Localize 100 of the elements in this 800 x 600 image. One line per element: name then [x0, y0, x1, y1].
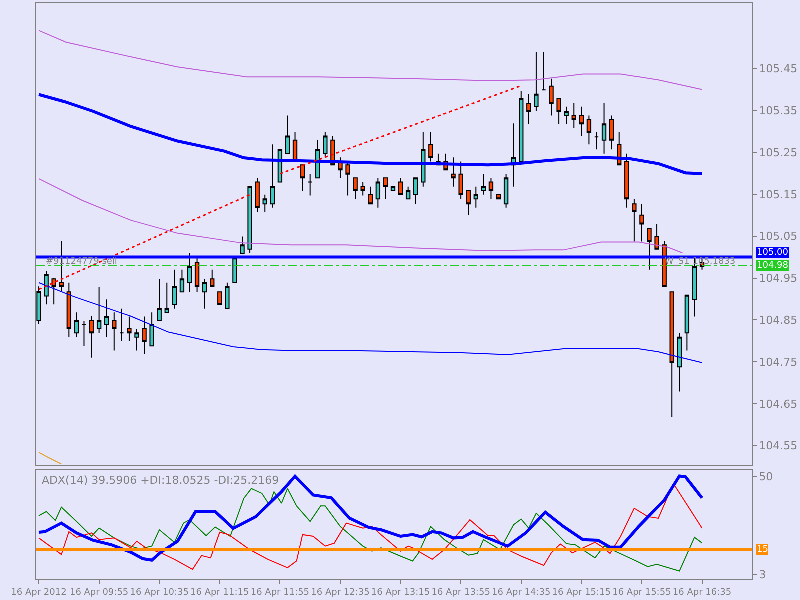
candlestick [684, 294, 690, 352]
candlestick [120, 308, 124, 342]
x-tick-label: 16 Apr 13:15 [371, 588, 430, 598]
candlestick [624, 153, 630, 208]
candlestick [150, 312, 154, 347]
y-tick-label: 105.25 [759, 146, 798, 160]
candlestick [240, 236, 245, 254]
x-tick-label: 16 Apr 2012 [11, 588, 67, 598]
candlestick [376, 178, 381, 208]
line-series [38, 93, 704, 176]
candlestick [647, 228, 652, 270]
y-tick-label: 105.05 [759, 230, 798, 244]
candlestick [586, 115, 592, 146]
candlestick [180, 269, 185, 293]
x-tick-label: 16 Apr 11:55 [250, 588, 310, 598]
candlestick [66, 282, 72, 338]
candlestick [640, 204, 644, 242]
candlestick [127, 316, 132, 342]
x-tick-label: 16 Apr 14:35 [492, 588, 551, 598]
candlestick [187, 253, 192, 293]
candlestick [270, 144, 275, 208]
candlestick [526, 94, 532, 125]
x-tick-label: 16 Apr 16:35 [672, 588, 732, 598]
y-tick-label: 104.55 [759, 440, 798, 453]
candlestick [677, 332, 682, 392]
y-tick-label: 105.35 [759, 104, 798, 118]
candlestick [292, 132, 298, 162]
candlestick [134, 328, 140, 352]
candlestick [398, 178, 404, 196]
candlestick [36, 286, 42, 325]
candlestick [164, 282, 170, 314]
ref-line-label: 15 [757, 545, 768, 555]
ref-line-label: 104.98 [757, 261, 789, 271]
candlestick [248, 186, 252, 254]
candlestick [44, 271, 49, 306]
candlestick [104, 299, 110, 338]
candlestick [360, 182, 366, 196]
candlestick [202, 278, 208, 310]
candlestick [142, 316, 147, 355]
candlestick [82, 320, 87, 347]
candlestick [52, 278, 56, 306]
x-tick-label: 16 Apr 15:15 [552, 588, 612, 598]
candlestick [194, 258, 200, 293]
candlestick [323, 132, 328, 158]
candlestick [300, 164, 306, 192]
line-series [38, 452, 62, 465]
candlestick [285, 115, 290, 154]
candlestick [466, 190, 471, 216]
candlestick [414, 178, 418, 205]
candlestick [451, 157, 456, 188]
x-tick-label: 16 Apr 10:35 [130, 588, 189, 598]
candlestick [89, 315, 94, 358]
candlestick [519, 90, 524, 162]
candlestick [579, 106, 584, 137]
candlestick [481, 174, 486, 196]
candlestick [346, 161, 350, 196]
candlestick [225, 282, 230, 310]
line-series [38, 282, 703, 364]
y-tick-label: 104.75 [759, 356, 798, 369]
candlestick [232, 258, 238, 284]
candlestick [210, 269, 215, 288]
candlestick [74, 312, 80, 338]
y-tick-label: 104.85 [759, 314, 798, 327]
candlestick [428, 132, 434, 162]
x-tick-label: 16 Apr 11:15 [190, 588, 250, 598]
line-series [38, 30, 703, 90]
candlestick [534, 52, 539, 112]
candlestick [406, 186, 411, 200]
candlestick [262, 194, 268, 213]
candlestick [662, 240, 667, 288]
candlestick [542, 52, 546, 91]
y-tick-label: 104.95 [759, 272, 798, 286]
candlestick [308, 174, 313, 196]
candlestick [632, 198, 637, 242]
line-series [38, 178, 684, 254]
candlestick [368, 186, 373, 205]
y-tick-label: 105.15 [759, 188, 798, 202]
candlestick [504, 174, 509, 208]
chart-title: ADX(14) 39.5906 +DI:18.0525 -DI:25.2169 [42, 474, 280, 487]
candlestick [96, 286, 102, 334]
candlestick [218, 292, 222, 306]
candlestick [549, 78, 554, 116]
x-tick-label: 16 Apr 15:55 [612, 588, 672, 598]
y-tick-label: 104.65 [759, 398, 798, 411]
candlestick [564, 106, 569, 125]
candlestick [157, 278, 162, 322]
candlestick [255, 178, 260, 213]
line-series [38, 474, 704, 562]
candlestick [172, 269, 178, 310]
candlestick [654, 224, 660, 250]
candlestick [670, 292, 674, 418]
candlestick [609, 115, 614, 150]
x-tick-label: 16 Apr 13:55 [432, 588, 490, 598]
candlestick [474, 186, 478, 208]
candlestick [421, 132, 426, 188]
y-tick-label: 50 [759, 470, 774, 484]
x-tick-label: 16 Apr 09:55 [70, 588, 129, 598]
y-tick-label: 3 [759, 568, 766, 582]
candlestick [594, 132, 600, 150]
candlestick [383, 178, 388, 200]
